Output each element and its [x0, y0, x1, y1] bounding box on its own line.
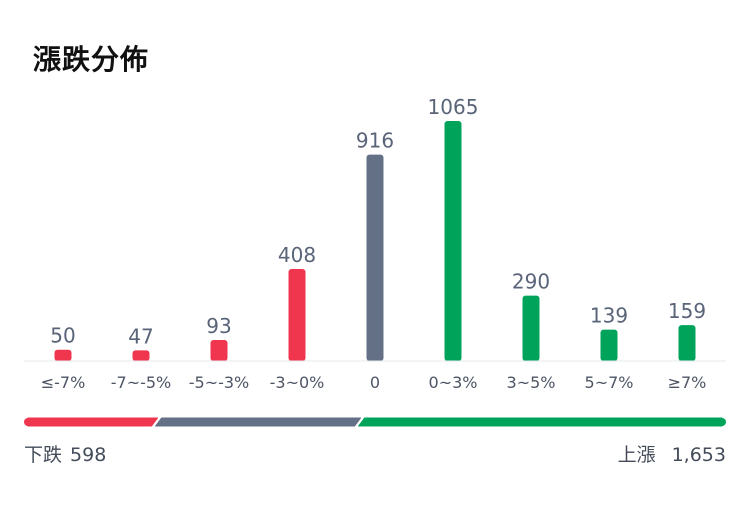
- category-tick-label: 5~7%: [585, 373, 634, 392]
- bar-1: [132, 350, 150, 361]
- up-count: 1,653: [671, 444, 726, 466]
- bar-value-label: 1065: [428, 95, 479, 119]
- bar-4: [366, 154, 384, 361]
- bar-3: [288, 269, 306, 361]
- ratio-bar-down: [27, 417, 159, 427]
- bar-5: [444, 121, 462, 361]
- category-tick-label: 0~3%: [429, 373, 478, 392]
- category-tick-label: -5~-3%: [189, 373, 250, 392]
- bar-2: [210, 340, 228, 361]
- category-tick-label: -3~0%: [270, 373, 325, 392]
- up-summary: 上漲 1,653: [618, 440, 726, 467]
- ratio-bar-up-cap: [718, 418, 726, 426]
- chart-title: 漲跌分佈: [33, 43, 150, 76]
- ratio-bar-up: [358, 417, 723, 427]
- bar-value-label: 50: [50, 324, 75, 348]
- bar-8: [678, 325, 696, 361]
- bar-value-label: 916: [356, 129, 394, 153]
- ratio-bar-down-cap: [24, 418, 32, 426]
- ratio-bar-flat: [155, 417, 362, 427]
- bar-value-label: 408: [278, 243, 316, 267]
- up-label: 上漲: [617, 444, 656, 466]
- bar-value-label: 159: [668, 299, 706, 323]
- bar-7: [600, 329, 618, 361]
- category-tick-label: ≤-7%: [41, 373, 86, 392]
- category-tick-label: 3~5%: [507, 373, 556, 392]
- bar-value-label: 93: [206, 314, 231, 338]
- bar-value-label: 139: [590, 304, 628, 328]
- category-tick-label: -7~-5%: [111, 373, 172, 392]
- down-summary: 下跌 598: [24, 440, 114, 467]
- down-count: 598: [70, 444, 107, 466]
- down-label: 下跌: [24, 444, 63, 466]
- category-tick-label: 0: [370, 373, 380, 392]
- bar-6: [522, 295, 540, 361]
- category-tick-label: ≥7%: [668, 373, 707, 392]
- bar-0: [54, 349, 72, 361]
- bar-value-label: 47: [128, 324, 153, 348]
- bar-value-label: 290: [512, 270, 550, 294]
